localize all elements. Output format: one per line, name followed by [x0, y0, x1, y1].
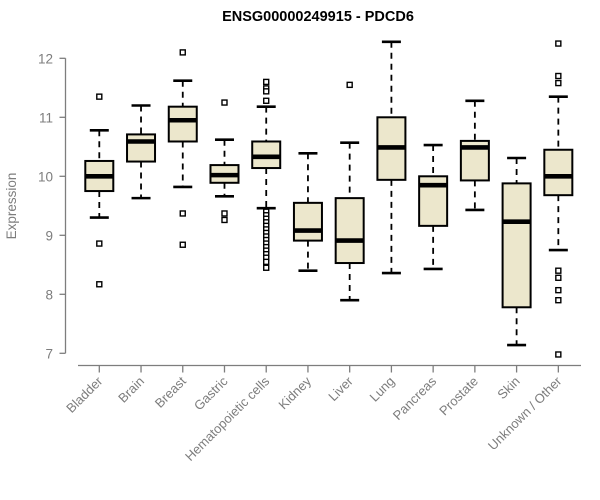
box-bladder [84, 93, 115, 288]
outlier-point [179, 210, 186, 217]
outlier-point [555, 297, 562, 304]
box-kidney [292, 151, 323, 273]
x-category-label-kidney: Kidney [275, 373, 314, 412]
box-breast [167, 49, 198, 248]
chart-title: ENSG00000249915 - PDCD6 [222, 9, 414, 25]
box-hematopoietic-cells [251, 78, 282, 271]
iqr-box [167, 105, 198, 143]
outlier-point [96, 240, 103, 247]
box-gastric [209, 99, 240, 224]
box-lung [376, 40, 407, 275]
y-axis-title: Expression [4, 173, 19, 240]
outlier-point [263, 258, 270, 266]
outlier-point [179, 49, 186, 56]
iqr-box [126, 133, 157, 163]
iqr-box [334, 197, 365, 265]
outlier-point [555, 274, 562, 281]
outlier-point [96, 93, 103, 100]
boxplot-series [84, 40, 574, 358]
x-category-label-lung: Lung [366, 374, 397, 405]
outlier-point [555, 351, 562, 358]
outlier-point [221, 210, 228, 217]
box-unknown-other [543, 40, 574, 358]
iqr-box [292, 201, 323, 242]
outlier-point [96, 281, 103, 288]
y-tick-label: 12 [38, 51, 53, 66]
outlier-point [346, 81, 353, 89]
outlier-point [263, 264, 270, 271]
y-tick-label: 10 [38, 169, 53, 184]
outlier-point [555, 79, 562, 87]
outlier-point [263, 97, 270, 104]
x-category-label-breast: Breast [152, 373, 189, 410]
x-category-label-gastric: Gastric [191, 373, 231, 413]
y-tick-label: 7 [45, 346, 53, 361]
iqr-box [501, 182, 532, 309]
x-category-label-pancreas: Pancreas [390, 373, 440, 423]
box-liver [334, 81, 365, 302]
outlier-point [555, 267, 562, 274]
outlier-point [263, 88, 270, 95]
box-brain [126, 104, 157, 200]
x-category-label-skin: Skin [494, 374, 522, 402]
y-tick-label: 9 [45, 228, 53, 243]
y-tick-label: 11 [39, 110, 53, 125]
outlier-point [179, 241, 186, 248]
x-category-label-brain: Brain [115, 374, 147, 406]
outlier-point [263, 78, 270, 86]
box-skin [501, 156, 532, 347]
outlier-point [555, 40, 562, 47]
x-category-label-bladder: Bladder [63, 373, 106, 416]
x-category-label-unknown-other: Unknown / Other [485, 373, 565, 453]
x-category-label-liver: Liver [325, 373, 356, 404]
box-pancreas [418, 143, 449, 271]
outlier-point [221, 216, 228, 224]
outlier-point [555, 286, 562, 294]
outlier-point [555, 72, 562, 80]
y-tick-label: 8 [45, 287, 53, 302]
outlier-point [221, 99, 228, 106]
x-category-label-prostate: Prostate [436, 374, 481, 419]
box-prostate [459, 99, 490, 212]
iqr-box [543, 148, 574, 197]
